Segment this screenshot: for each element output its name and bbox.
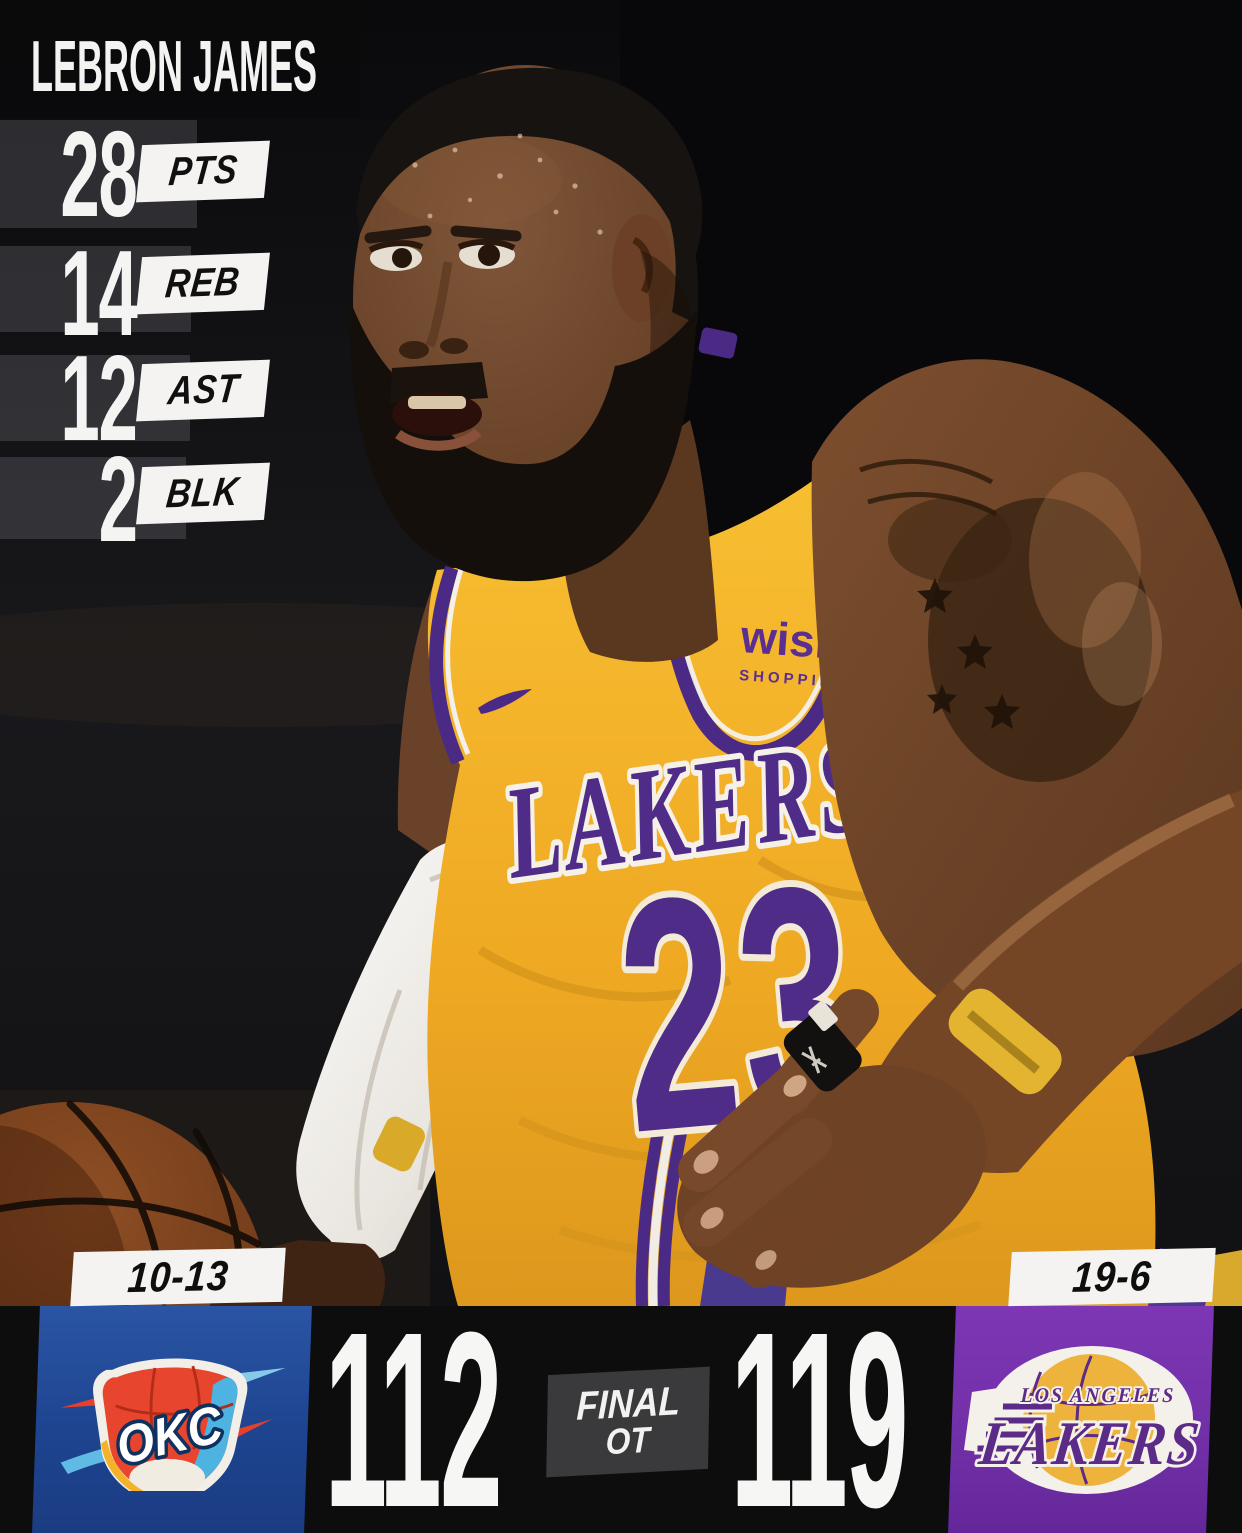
stat-label-ast: AST bbox=[136, 359, 270, 422]
away-record-badge: 10-13 bbox=[70, 1247, 286, 1307]
player-name: LEBRON JAMES bbox=[30, 27, 318, 107]
home-record-badge: 19-6 bbox=[1008, 1247, 1216, 1307]
svg-text:LOS ANGELES: LOS ANGELES bbox=[1019, 1384, 1175, 1407]
svg-text:LAKERS: LAKERS bbox=[975, 1409, 1204, 1478]
stat-value: 28 bbox=[60, 106, 139, 242]
stat-value: 12 bbox=[60, 330, 139, 466]
lakers-logo: LOS ANGELES LAKERS bbox=[963, 1345, 1204, 1494]
head bbox=[349, 65, 718, 662]
okc-thunder-logo: OKC bbox=[60, 1357, 286, 1491]
game-status-badge: FINAL OT bbox=[546, 1366, 710, 1478]
stat-label-blk: BLK bbox=[136, 462, 270, 525]
stat-label-reb: REB bbox=[136, 252, 270, 315]
left-arm-and-hand bbox=[677, 359, 1242, 1288]
home-score: 119 bbox=[730, 1279, 909, 1533]
yellow-wristband-left bbox=[372, 1116, 426, 1172]
lakers-team-panel: LOS ANGELES LAKERS bbox=[948, 1306, 1214, 1533]
nike-swoosh-icon bbox=[478, 689, 532, 714]
stat-label-pts: PTS bbox=[136, 140, 270, 203]
okc-team-panel: OKC bbox=[32, 1306, 312, 1533]
stat-value: 14 bbox=[60, 225, 139, 361]
away-score: 112 bbox=[324, 1279, 503, 1533]
finger-band bbox=[783, 1000, 862, 1092]
i-promise-wristband bbox=[948, 988, 1062, 1095]
stat-value: 2 bbox=[98, 431, 138, 567]
